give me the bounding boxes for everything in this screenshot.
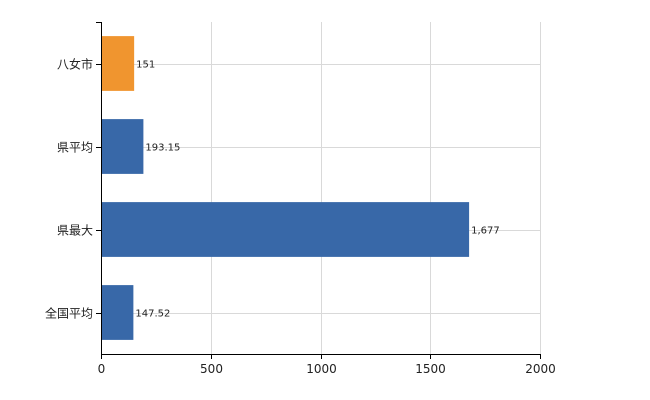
category-label: 県平均 (57, 141, 93, 155)
gridlines (101, 22, 541, 354)
data-label: 1,677 (471, 226, 500, 237)
data-label: 193.15 (145, 143, 180, 154)
category-label: 八女市 (57, 57, 93, 72)
data-label: 151 (136, 60, 155, 71)
x-tick-label: 2000 (525, 362, 556, 376)
x-tick-label: 1500 (415, 362, 446, 376)
bar-3 (101, 202, 470, 257)
x-tick-label: 1000 (306, 362, 337, 376)
axes (96, 22, 541, 359)
bar-4 (101, 285, 134, 340)
x-tick-label: 500 (200, 362, 223, 376)
bar-2 (101, 119, 144, 174)
labels: 0 500 1000 1500 2000 151 八女市 193.15 県平均 1,677 県最大 1… (45, 57, 556, 377)
bars (101, 36, 470, 340)
data-label: 147.52 (135, 309, 170, 320)
category-label: 県最大 (57, 224, 93, 238)
x-tick-label: 0 (98, 362, 106, 376)
bar-1 (101, 36, 135, 91)
category-label: 全国平均 (45, 306, 93, 321)
